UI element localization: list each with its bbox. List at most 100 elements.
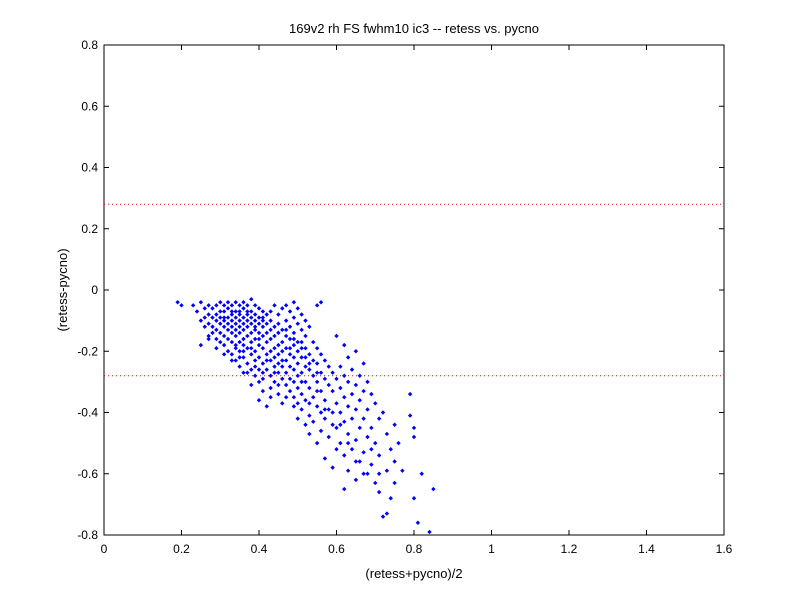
data-point [353, 407, 359, 412]
data-point [249, 309, 254, 314]
data-point [326, 382, 331, 388]
data-point [225, 300, 231, 305]
data-point [225, 336, 231, 342]
data-point [256, 315, 262, 320]
data-point [218, 321, 223, 326]
data-point [237, 349, 242, 354]
data-point [303, 355, 308, 360]
data-point [206, 312, 211, 317]
data-point [291, 379, 297, 385]
data-point [318, 370, 324, 375]
y-tick-label: 0.4 [81, 161, 98, 175]
data-point [295, 373, 300, 378]
data-point [365, 471, 370, 476]
data-point [314, 303, 320, 308]
data-point [307, 324, 312, 329]
data-point [264, 312, 269, 317]
data-point [245, 361, 250, 366]
data-point [256, 367, 262, 372]
data-point [210, 306, 215, 311]
data-point [252, 318, 258, 323]
data-point [407, 413, 413, 418]
data-point [214, 312, 219, 317]
data-point [369, 447, 374, 452]
data-point [260, 388, 266, 394]
data-point [264, 352, 269, 357]
data-point [353, 477, 359, 483]
data-point [245, 312, 250, 317]
data-point [369, 391, 374, 397]
data-point [260, 333, 266, 339]
data-point [342, 373, 347, 378]
data-point [256, 379, 262, 385]
data-point [268, 309, 273, 314]
data-point [407, 391, 413, 397]
data-point [229, 312, 235, 317]
data-point [280, 327, 285, 333]
data-point [299, 345, 304, 351]
data-point [283, 394, 289, 400]
data-point [225, 349, 231, 354]
data-point [206, 321, 211, 326]
data-point [268, 349, 273, 354]
data-point [388, 496, 393, 501]
data-point [353, 382, 359, 388]
data-point [287, 388, 293, 394]
data-point [334, 333, 339, 339]
y-tick-label: -0.6 [77, 467, 98, 481]
data-point [291, 342, 297, 348]
data-point [245, 333, 250, 339]
data-point [237, 355, 242, 360]
data-point [206, 303, 211, 308]
data-point [299, 355, 304, 360]
data-point [260, 370, 266, 375]
data-point [299, 379, 304, 385]
data-point [241, 342, 246, 348]
data-point [353, 459, 359, 464]
data-point [376, 489, 382, 495]
data-point [256, 342, 262, 348]
data-point [345, 440, 351, 446]
data-point [245, 370, 250, 375]
data-point [218, 309, 223, 314]
data-point [252, 336, 258, 342]
data-point [260, 324, 266, 329]
data-point [342, 419, 347, 424]
data-point [272, 364, 277, 369]
data-point [291, 330, 297, 336]
data-point [276, 391, 281, 397]
data-point [260, 309, 266, 314]
data-point [400, 468, 405, 473]
data-point [241, 355, 246, 360]
data-point [326, 434, 331, 440]
data-point [330, 465, 335, 470]
data-point [249, 339, 254, 345]
y-tick-label: 0 [91, 283, 98, 297]
data-point [376, 416, 382, 421]
data-point [276, 370, 281, 375]
data-point [252, 324, 258, 329]
data-point [272, 370, 277, 375]
data-point [291, 336, 297, 342]
data-point [252, 364, 258, 369]
data-point [392, 480, 397, 486]
data-point [287, 345, 293, 351]
y-tick-label: -0.2 [77, 344, 98, 358]
data-point [245, 309, 250, 314]
data-point [268, 358, 273, 363]
data-point [295, 401, 300, 406]
y-tick-label: 0.6 [81, 99, 98, 113]
data-point [311, 394, 316, 400]
data-point [314, 404, 320, 409]
data-point [283, 318, 289, 323]
data-point [349, 367, 355, 372]
data-point [280, 358, 285, 363]
data-point [214, 318, 219, 323]
data-point [345, 379, 351, 385]
data-point [249, 296, 254, 302]
y-axis-label: (retess-pycno) [55, 248, 70, 331]
data-point [264, 358, 269, 363]
data-point [237, 303, 242, 308]
data-point [252, 312, 258, 317]
